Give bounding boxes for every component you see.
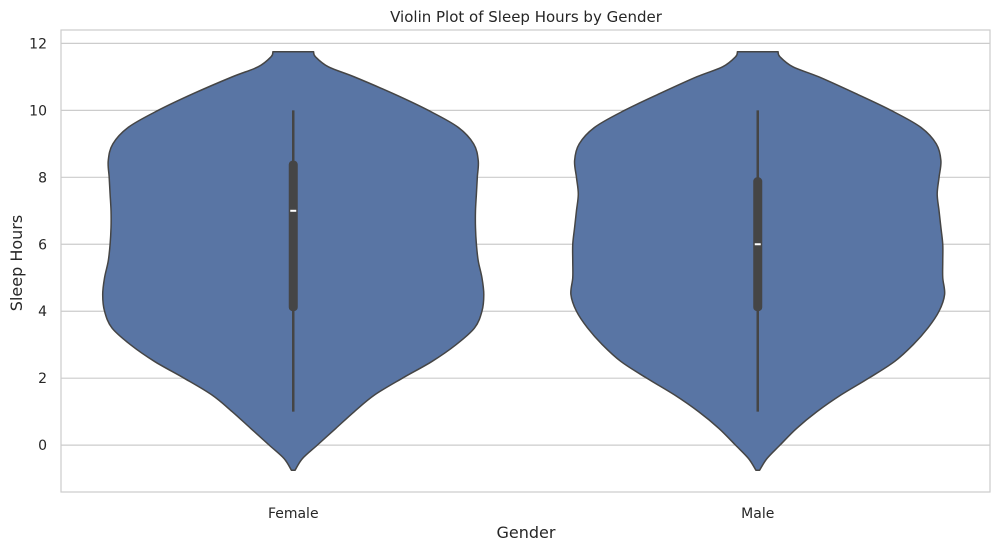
- x-axis-title: Gender: [497, 523, 556, 542]
- x-tick-label: Female: [268, 506, 319, 522]
- quartile-box-female: [288, 160, 298, 312]
- y-tick-label: 8: [38, 170, 47, 186]
- chart-title: Violin Plot of Sleep Hours by Gender: [390, 8, 663, 26]
- y-axis-title: Sleep Hours: [7, 215, 26, 311]
- y-tick-label: 2: [38, 371, 47, 387]
- plot-frame: [60, 29, 991, 493]
- x-tick-labels: Female Male: [268, 506, 774, 522]
- y-tick-label: 6: [38, 237, 47, 253]
- y-tick-label: 12: [29, 36, 47, 52]
- violins: [101, 51, 946, 471]
- y-tick-label: 10: [29, 103, 47, 119]
- y-tick-label: 4: [38, 304, 47, 320]
- y-tick-label: 0: [38, 438, 47, 454]
- y-tick-labels: 0 2 4 6 8 10 12: [29, 36, 47, 454]
- x-tick-label: Male: [741, 506, 774, 522]
